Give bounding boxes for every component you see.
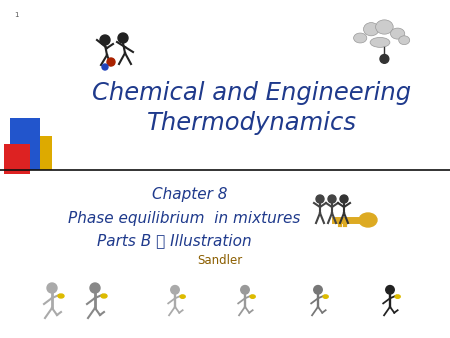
Ellipse shape xyxy=(250,295,255,298)
Circle shape xyxy=(314,286,322,294)
Ellipse shape xyxy=(395,295,400,298)
Ellipse shape xyxy=(58,294,64,298)
Ellipse shape xyxy=(399,36,410,45)
Text: Chapter 8: Chapter 8 xyxy=(152,188,228,202)
Ellipse shape xyxy=(180,295,185,298)
Circle shape xyxy=(47,283,57,293)
Ellipse shape xyxy=(323,295,328,298)
FancyBboxPatch shape xyxy=(10,118,40,170)
Circle shape xyxy=(90,283,100,293)
Ellipse shape xyxy=(354,33,367,43)
Ellipse shape xyxy=(391,28,405,39)
Circle shape xyxy=(386,286,394,294)
Ellipse shape xyxy=(370,38,390,47)
Circle shape xyxy=(380,54,389,63)
Ellipse shape xyxy=(101,294,107,298)
Ellipse shape xyxy=(359,213,377,227)
Circle shape xyxy=(100,35,110,45)
Text: 1: 1 xyxy=(14,12,18,18)
Circle shape xyxy=(107,58,115,66)
Text: Parts B ： Illustration: Parts B ： Illustration xyxy=(97,234,251,248)
Circle shape xyxy=(328,195,336,203)
Circle shape xyxy=(340,195,348,203)
Ellipse shape xyxy=(376,20,393,34)
Ellipse shape xyxy=(364,23,379,36)
Text: Sandler: Sandler xyxy=(198,254,243,266)
Text: Chemical and Engineering
Thermodynamics: Chemical and Engineering Thermodynamics xyxy=(92,81,412,135)
FancyBboxPatch shape xyxy=(26,136,52,170)
FancyBboxPatch shape xyxy=(4,144,30,174)
Circle shape xyxy=(316,195,324,203)
Circle shape xyxy=(118,33,128,43)
Text: Phase equilibrium  in mixtures: Phase equilibrium in mixtures xyxy=(68,211,300,225)
Circle shape xyxy=(171,286,179,294)
Circle shape xyxy=(102,64,108,70)
Circle shape xyxy=(241,286,249,294)
